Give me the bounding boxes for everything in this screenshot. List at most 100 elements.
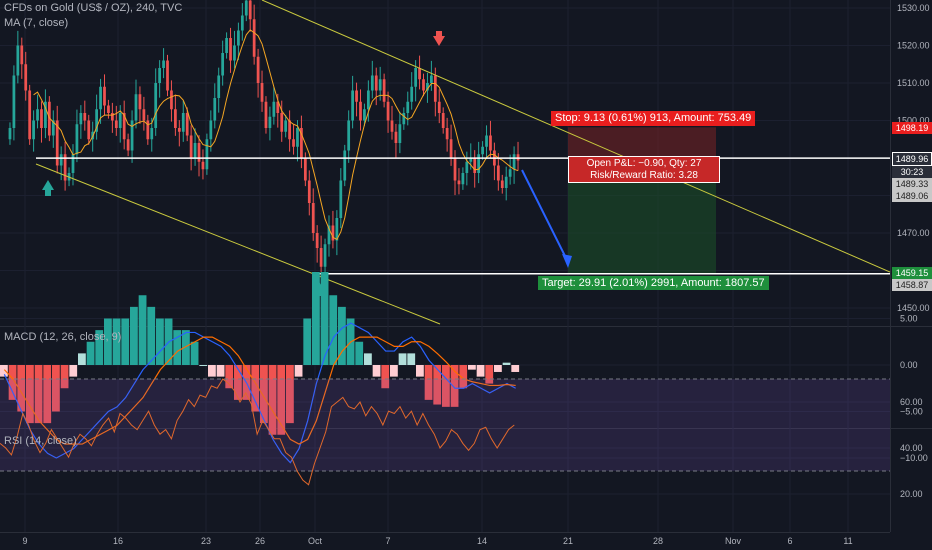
ma-line (33, 29, 519, 241)
candle-body (134, 94, 138, 121)
candle-body (292, 139, 295, 147)
macd-histogram-bar (17, 365, 26, 412)
macd-histogram-bar (511, 365, 520, 372)
macd-histogram-bar (372, 365, 381, 377)
macd-y-tick-label: −5.00 (900, 407, 923, 417)
candle-body (449, 139, 453, 158)
x-tick-label: 28 (653, 536, 663, 546)
macd-histogram-bar (60, 365, 69, 389)
macd-legend: MACD (12, 26, close, 9) (4, 331, 122, 343)
candle-body (264, 101, 268, 128)
macd-histogram-bar (450, 365, 459, 407)
candle-body (465, 161, 469, 173)
candle-body (351, 90, 354, 121)
macd-histogram-bar (0, 365, 8, 377)
macd-histogram-bar (138, 295, 147, 365)
candle-body (260, 83, 264, 102)
macd-histogram-bar (268, 365, 277, 435)
candle-body (426, 83, 429, 91)
macd-histogram-bar (416, 365, 424, 377)
candle-body (138, 94, 142, 110)
x-tick-label: 11 (843, 536, 852, 546)
y-tick-label: 1500.00 (897, 116, 930, 126)
ma-legend: MA (7, close) (4, 17, 69, 29)
candle-body (437, 101, 441, 113)
macd-histogram-bar (86, 341, 95, 365)
macd-histogram-bar (208, 365, 216, 377)
candle-body (181, 113, 185, 132)
candle-body (319, 248, 323, 267)
candle-body (481, 146, 484, 155)
candle-body (414, 68, 418, 87)
macd-line (3, 322, 516, 464)
candle-body (114, 120, 118, 128)
candle-body (189, 135, 193, 158)
macd-histogram-bar (494, 365, 502, 372)
macd-histogram-bar (216, 365, 225, 377)
candle-body (12, 75, 16, 128)
macd-y-tick-label: 5.00 (900, 314, 918, 324)
candle-body (473, 158, 477, 173)
macd-histogram-bar (69, 365, 78, 377)
up-arrow-marker-stem (45, 190, 51, 196)
candle-body (394, 131, 398, 143)
candle-body (370, 75, 374, 91)
candle-body (268, 116, 272, 128)
candle-body (489, 135, 492, 151)
candle-body (359, 101, 362, 121)
price-label-other: 1489.06 (892, 190, 932, 202)
x-tick-label: 23 (201, 536, 211, 546)
candle-body (221, 53, 225, 76)
candle-body (343, 150, 347, 181)
candle-body (280, 113, 284, 132)
signal-line (3, 336, 516, 445)
candle-body (496, 165, 500, 181)
macd-histogram-bar (147, 306, 156, 365)
candle-body (51, 120, 55, 136)
macd-histogram-bar (199, 365, 208, 366)
macd-histogram-bar (182, 330, 190, 365)
candle-body (28, 90, 32, 140)
candle-body (205, 139, 209, 170)
trendline-lower (35, 163, 441, 325)
macd-histogram-bar (34, 365, 43, 424)
candle-body (40, 109, 43, 128)
trendline-upper (261, 0, 891, 273)
macd-histogram-bar (459, 365, 468, 389)
x-tick-label: Oct (308, 536, 323, 546)
candle-body (32, 120, 35, 140)
macd-histogram-bar (112, 318, 121, 365)
candle-body (158, 68, 162, 83)
candle-body (162, 60, 165, 68)
macd-histogram-bar (234, 365, 242, 400)
macd-histogram-bar (251, 365, 260, 412)
x-tick-label: 6 (787, 536, 792, 546)
macd-y-tick-label: −10.00 (900, 453, 928, 463)
candle-body (229, 38, 232, 61)
candle-body (36, 109, 39, 121)
countdown-label: 30:23 (892, 166, 932, 178)
candle-body (335, 218, 339, 241)
macd-histogram-bar (398, 353, 407, 365)
candle-body (197, 143, 201, 162)
candle-body (44, 101, 47, 128)
candle-body (485, 135, 488, 147)
rsi-line (0, 378, 515, 486)
candle-body (307, 180, 311, 203)
candle-body (177, 128, 181, 132)
macd-histogram-bar (390, 365, 398, 377)
candle-body (355, 90, 358, 102)
candle-body (118, 113, 122, 128)
candle-body (71, 154, 75, 173)
macd-histogram-bar (260, 365, 268, 424)
candle-body (87, 120, 91, 140)
price-label-target-low: 1458.87 (892, 279, 932, 291)
macd-histogram-bar (433, 365, 442, 405)
macd-histogram-bar (294, 365, 303, 377)
y-tick-label: 1520.00 (897, 41, 930, 51)
candle-body (477, 154, 481, 173)
candle-body (422, 79, 425, 91)
candle-body (110, 113, 114, 121)
